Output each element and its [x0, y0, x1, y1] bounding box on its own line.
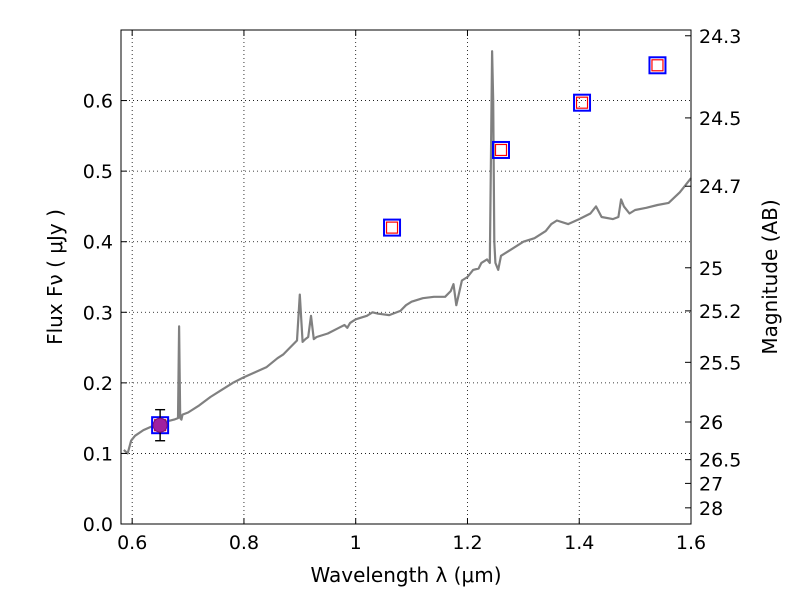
y-tick-label: 0.0: [83, 514, 113, 536]
y-tick-label: 0.3: [83, 302, 113, 324]
spectrum-series: [123, 50, 692, 455]
y-tick-label: 0.2: [83, 373, 113, 395]
photometry-series: [151, 56, 667, 442]
right-axis-label: Magnitude (AB): [758, 199, 782, 354]
photometry-square-outer: [648, 56, 667, 75]
right-tick-label: 28: [699, 498, 723, 520]
x-tick-label: 1: [350, 532, 362, 554]
x-axis-label: Wavelength λ (μm): [310, 563, 501, 587]
right-tick-label: 26.5: [699, 450, 741, 472]
photometry-square-inner: [494, 143, 508, 157]
spectrum-line: [123, 50, 692, 455]
measured-point: [152, 417, 168, 433]
right-tick-label: 24.7: [699, 176, 741, 198]
x-tick-label: 1.6: [676, 532, 706, 554]
photometry-square-inner: [575, 96, 589, 109]
right-tick-label: 25.2: [699, 301, 741, 323]
y-tick-label: 0.4: [83, 232, 113, 254]
right-tick-label: 27: [699, 473, 723, 495]
photometry-square-outer: [383, 218, 402, 237]
plot-frame: [120, 29, 692, 525]
y-tick-label: 0.1: [83, 443, 113, 465]
grid-lines: [121, 30, 692, 525]
right-tick-label: 25: [699, 258, 723, 280]
axis-ticks: 0.6 0.8 1 1.2 1.4 1.6 0.0 0.1 0.2 0.3 0.4 0.5 0.6 24.…: [83, 26, 742, 554]
y-tick-label: 0.5: [83, 161, 113, 183]
x-tick-label: 0.8: [229, 532, 259, 554]
x-tick-label: 1.4: [564, 532, 594, 554]
photometry-square-outer: [492, 140, 510, 159]
x-tick-label: 0.6: [117, 532, 147, 554]
photometry-square-inner: [651, 59, 664, 72]
right-tick-label: 24.3: [699, 26, 741, 48]
photometry-square-inner: [385, 221, 399, 234]
y-tick-label: 0.6: [83, 91, 113, 113]
x-tick-label: 1.2: [452, 532, 482, 554]
right-tick-label: 24.5: [699, 108, 741, 130]
photometry-square-outer: [573, 93, 592, 112]
right-tick-label: 26: [699, 412, 723, 434]
y-axis-label: Flux Fν ( μJy ): [43, 209, 67, 345]
right-tick-label: 25.5: [699, 352, 741, 374]
